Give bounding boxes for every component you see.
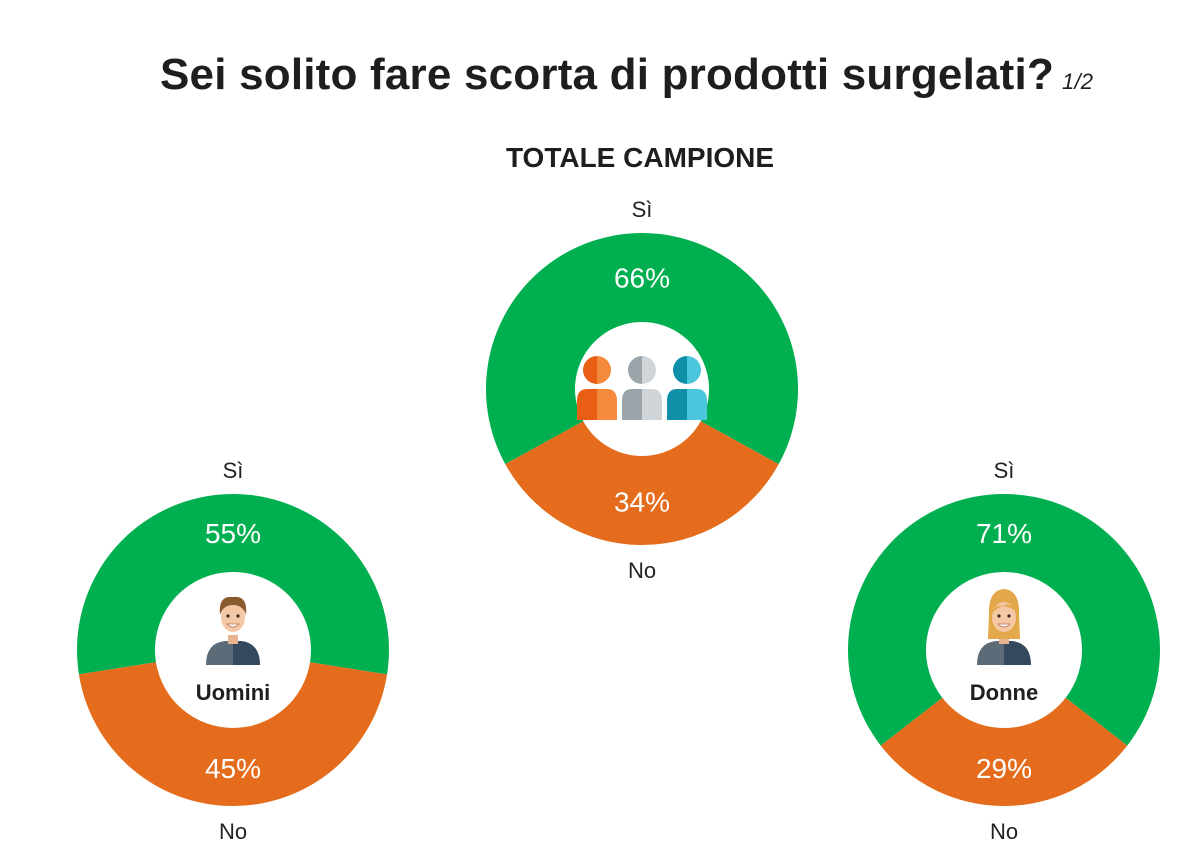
- chart-subtitle: TOTALE CAMPIONE: [505, 142, 775, 173]
- category-label-donne-si: Sì: [994, 458, 1015, 483]
- center-label-uomini: Uomini: [196, 680, 271, 705]
- category-label-donne-no: No: [990, 819, 1018, 844]
- title-text: Sei solito fare scorta di prodotti surge…: [160, 50, 1055, 99]
- center-label-donne: Donne: [970, 680, 1038, 705]
- man-avatar-icon: [206, 596, 260, 665]
- slice-uomini-si: [77, 494, 389, 675]
- page-title: Sei solito fare scorta di prodotti surge…: [160, 50, 1093, 100]
- category-label-uomini-no: No: [219, 819, 247, 844]
- slice-totale-si: [486, 233, 798, 465]
- data-label-totale-no: 34%: [614, 487, 670, 518]
- slice-totale-no: [505, 421, 779, 545]
- donut-totale: 66% 34% Sì No: [486, 197, 798, 583]
- category-label-totale-no: No: [628, 558, 656, 583]
- slice-donne-si: [847, 494, 1160, 746]
- category-label-uomini-si: Sì: [223, 458, 244, 483]
- data-label-donne-si: 71%: [976, 518, 1032, 549]
- slice-uomini-no: [78, 662, 388, 807]
- category-label-totale-si: Sì: [632, 197, 653, 222]
- slice-donne-no: [880, 697, 1128, 807]
- donut-uomini: 55% 45% Sì No Uomini: [77, 458, 389, 844]
- woman-avatar-icon: [977, 589, 1031, 665]
- page-indicator: 1/2: [1062, 69, 1094, 94]
- data-label-totale-si: 66%: [614, 263, 670, 294]
- data-label-uomini-si: 55%: [205, 518, 261, 549]
- data-label-uomini-no: 45%: [205, 753, 261, 784]
- donut-donne: 71% 29% Sì No Donne: [847, 458, 1160, 844]
- data-label-donne-no: 29%: [976, 753, 1032, 784]
- group-people-icon: [577, 356, 707, 420]
